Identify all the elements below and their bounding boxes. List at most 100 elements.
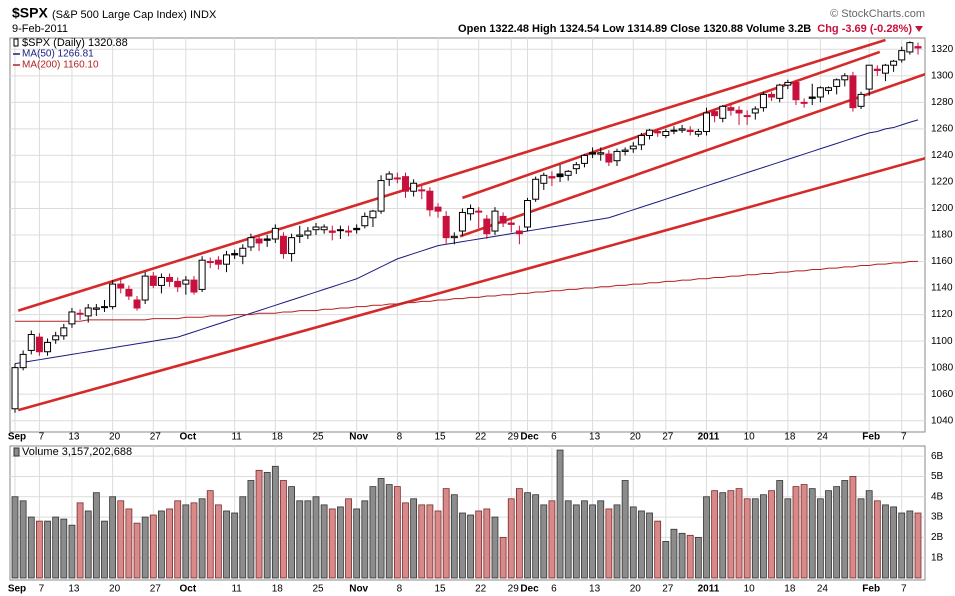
x-tick-label: 7 — [39, 432, 45, 443]
x-tick-label: Oct — [180, 584, 197, 595]
volume-bar — [223, 510, 230, 579]
volume-bar — [515, 488, 523, 579]
x-tick-label: 8 — [397, 584, 403, 595]
x-tick-label: 13 — [589, 584, 601, 595]
x-tick-label: 27 — [662, 432, 674, 443]
y-tick-label: 1120 — [931, 309, 953, 320]
volume-bar — [328, 508, 336, 579]
volume-bar — [166, 508, 173, 579]
candle-body — [60, 327, 68, 337]
candle-body — [572, 164, 580, 170]
volume-bar — [556, 449, 564, 579]
candle-body — [556, 173, 564, 178]
x-tick-label: 22 — [475, 432, 487, 443]
candle-body — [678, 128, 686, 131]
x-tick-label: 11 — [231, 584, 242, 595]
volume-bar — [719, 492, 727, 579]
y-tick-label: 1280 — [931, 97, 954, 108]
volume-bar — [296, 500, 304, 579]
volume-bar — [141, 516, 149, 579]
volume-bar — [768, 490, 775, 579]
candle-body — [35, 336, 43, 353]
candle-body — [288, 237, 296, 255]
volume-bar — [483, 508, 491, 579]
x-tick-label: 20 — [109, 432, 121, 443]
candle-body — [524, 200, 532, 228]
x-tick-label: 29 — [508, 584, 520, 595]
candle-body — [353, 227, 361, 231]
x-tick-label: 6 — [551, 432, 557, 443]
candle-body — [271, 227, 279, 240]
volume-bar — [882, 504, 889, 579]
volume-bar — [890, 506, 897, 579]
x-tick-label: 27 — [662, 584, 674, 595]
x-tick-label: 2011 — [698, 432, 720, 443]
volume-bar — [678, 532, 686, 579]
candle-body — [214, 259, 222, 265]
y-tick-label: 1320 — [931, 44, 954, 55]
candle-body — [11, 367, 19, 410]
volume-bar — [182, 504, 190, 579]
x-tick-label: 24 — [817, 432, 829, 443]
y-tick-label: 1160 — [931, 256, 953, 267]
volume-bar — [833, 486, 841, 579]
volume-bar — [800, 484, 808, 579]
chart-title: $SPX — [12, 5, 48, 21]
volume-bar — [288, 486, 295, 579]
y-tick-label: 1200 — [931, 203, 954, 214]
x-tick-label: Nov — [349, 584, 368, 595]
y-tick-label: 1040 — [931, 415, 954, 426]
x-tick-label: 2011 — [698, 584, 720, 595]
x-tick-label: 29 — [508, 432, 520, 443]
x-tick-label: 7 — [901, 432, 907, 443]
volume-bar — [703, 496, 710, 579]
volume-bar — [369, 486, 377, 579]
candle-body — [44, 341, 52, 353]
x-tick-label: 13 — [68, 432, 80, 443]
candle-body — [833, 79, 841, 87]
volume-bar — [792, 486, 800, 579]
volume-bar — [239, 496, 247, 579]
candle-body — [646, 129, 654, 137]
volume-bar — [507, 498, 515, 579]
candle-body — [239, 247, 247, 257]
x-tick-label: 18 — [272, 584, 284, 595]
stats-line: Open 1322.48 High 1324.54 Low 1314.89 Cl… — [458, 23, 912, 35]
volume-bar — [84, 510, 92, 579]
volume-bar — [564, 500, 572, 579]
volume-bar — [589, 504, 596, 579]
candle-body — [589, 152, 597, 155]
candle-body — [564, 170, 572, 176]
x-tick-label: Oct — [180, 432, 197, 443]
trend-line — [17, 156, 925, 412]
candle-body — [117, 283, 125, 289]
candle-body — [662, 131, 670, 137]
legend-label: MA(50) 1266.81 — [22, 49, 94, 60]
volume-bar — [475, 510, 483, 579]
volume-bar — [304, 500, 312, 579]
x-tick-label: Dec — [520, 584, 539, 595]
candle-body — [52, 335, 60, 341]
candle-body — [743, 115, 751, 118]
volume-bar — [841, 480, 849, 579]
x-tick-label: 13 — [68, 584, 80, 595]
volume-bar — [548, 500, 556, 579]
candle-body — [336, 229, 344, 232]
volume-bar — [377, 478, 385, 579]
candle-body — [467, 207, 475, 215]
candle-body — [784, 81, 792, 86]
volume-bar — [906, 510, 914, 579]
legend-label: Volume 3,157,202,688 — [22, 446, 132, 458]
source: © StockCharts.com — [830, 8, 925, 20]
candle-body — [410, 182, 418, 192]
volume-bar — [727, 490, 735, 579]
volume-bar — [499, 536, 507, 579]
candle-body — [426, 190, 434, 211]
volume-bar — [231, 512, 239, 579]
candle-body — [865, 64, 873, 90]
volume-bar — [654, 520, 662, 579]
volume-bar — [808, 488, 816, 579]
volume-bar — [52, 516, 60, 579]
candle-body — [613, 150, 621, 162]
volume-bar — [898, 512, 906, 579]
